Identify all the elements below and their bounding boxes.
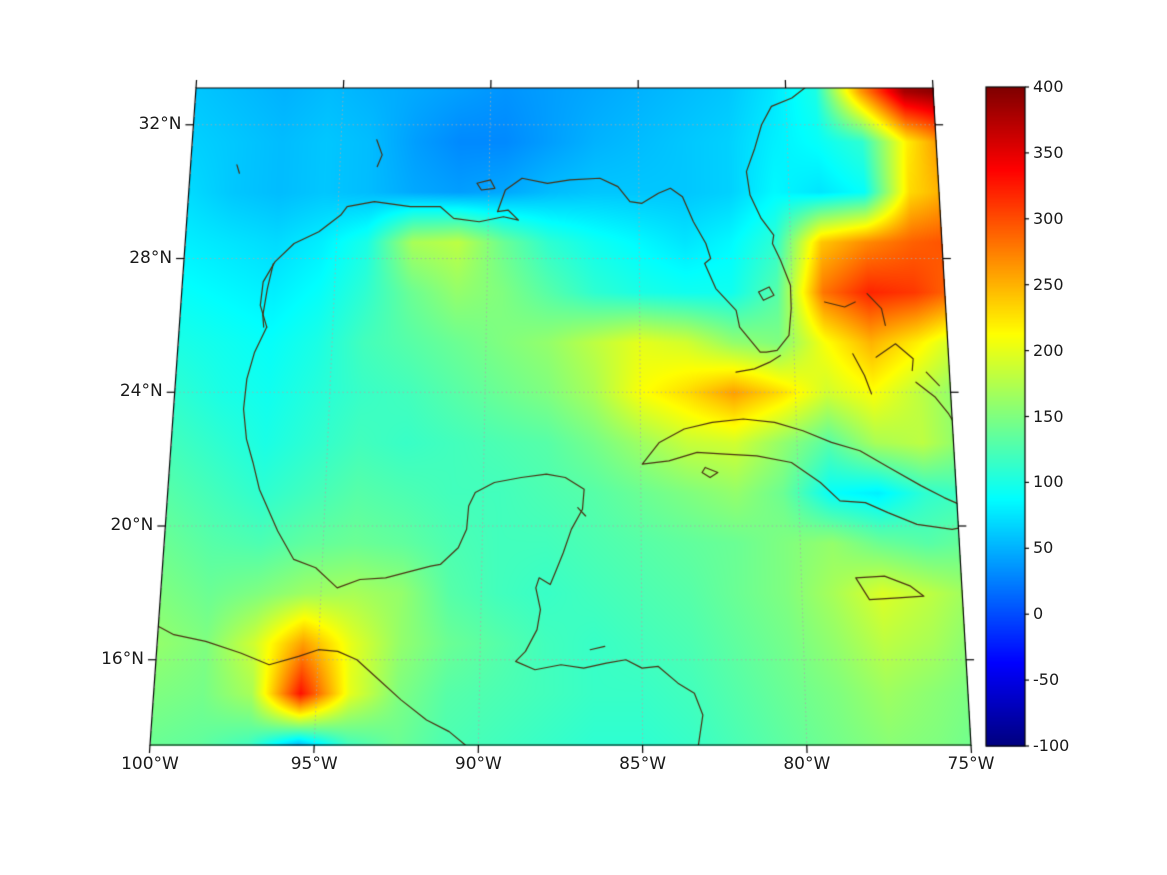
lat-tick-label: 28°N: [129, 247, 173, 268]
lon-tick-label: 75°W: [947, 754, 995, 774]
lon-tick-label: 100°W: [121, 754, 179, 774]
colorbar-tick-label: -50: [1033, 670, 1060, 690]
lat-tick-label: 32°N: [138, 113, 182, 134]
colorbar-tick-label: -100: [1033, 736, 1070, 755]
colorbar-tick-label: 50: [1033, 538, 1054, 558]
lat-tick-label: 16°N: [101, 648, 144, 669]
colorbar-tick-label: 400: [1033, 77, 1064, 96]
colorbar-tick-label: 250: [1033, 274, 1064, 294]
colorbar-tick-label: 200: [1033, 340, 1064, 360]
lon-tick-label: 90°W: [454, 754, 502, 774]
colorbar-tick-label: 0: [1033, 604, 1044, 624]
lon-tick-label: 85°W: [619, 754, 667, 774]
colorbar-tick-label: 100: [1033, 472, 1064, 492]
lon-tick-label: 80°W: [783, 754, 831, 774]
lon-tick-label: 95°W: [290, 754, 338, 774]
lat-tick-label: 24°N: [119, 381, 163, 402]
colorbar-tick-label: 350: [1033, 142, 1064, 162]
lat-tick-label: 20°N: [110, 515, 154, 535]
colorbar-tick-label: 300: [1033, 208, 1064, 228]
colorbar-tick-label: 150: [1033, 406, 1064, 426]
